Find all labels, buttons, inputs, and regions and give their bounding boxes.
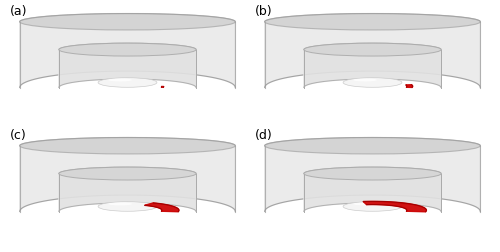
Polygon shape: [162, 87, 164, 88]
Polygon shape: [264, 138, 480, 212]
Polygon shape: [304, 168, 441, 212]
Ellipse shape: [264, 14, 480, 31]
Ellipse shape: [59, 167, 196, 180]
Polygon shape: [59, 44, 196, 88]
Ellipse shape: [59, 44, 196, 57]
Ellipse shape: [108, 79, 132, 82]
Polygon shape: [20, 15, 236, 88]
Ellipse shape: [354, 79, 377, 82]
Ellipse shape: [20, 14, 236, 31]
Polygon shape: [59, 168, 196, 212]
Polygon shape: [363, 202, 426, 212]
Text: (c): (c): [10, 129, 26, 141]
Polygon shape: [264, 15, 480, 88]
Ellipse shape: [98, 202, 157, 211]
Polygon shape: [144, 203, 179, 212]
Ellipse shape: [354, 203, 377, 206]
Polygon shape: [406, 85, 412, 88]
Ellipse shape: [20, 138, 236, 154]
Ellipse shape: [343, 78, 402, 88]
Ellipse shape: [304, 44, 441, 57]
Polygon shape: [304, 44, 441, 88]
Ellipse shape: [108, 203, 132, 206]
Ellipse shape: [264, 138, 480, 154]
Text: (b): (b): [255, 5, 272, 18]
Ellipse shape: [304, 167, 441, 180]
Text: (a): (a): [10, 5, 28, 18]
Polygon shape: [20, 138, 236, 212]
Ellipse shape: [343, 202, 402, 211]
Text: (d): (d): [255, 129, 272, 141]
Ellipse shape: [98, 78, 157, 88]
